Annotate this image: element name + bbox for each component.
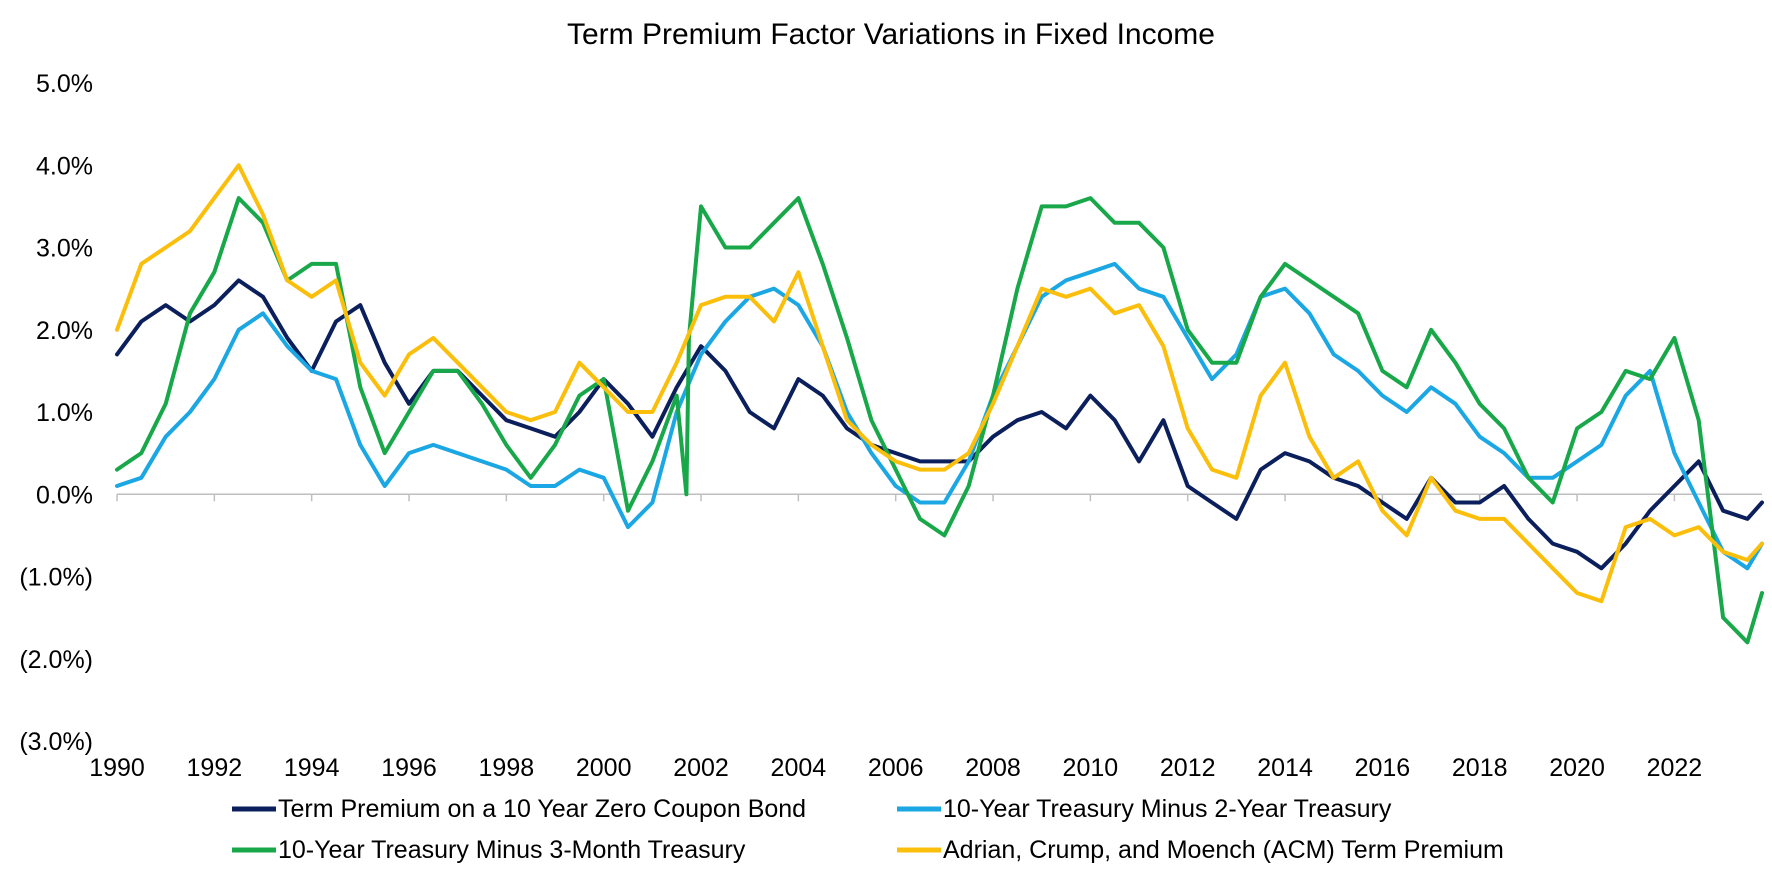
y-axis: 5.0% 4.0% 3.0% 2.0% 1.0% 0.0% (1.0%) (2.0%) (3.0… xyxy=(19,70,93,756)
x-axis: 1990 1992 1994 1996 1998 2000 2002 2004 2006 2008… xyxy=(89,493,1762,782)
x-tick-label: 2016 xyxy=(1355,754,1411,782)
x-tick-label: 1990 xyxy=(89,754,145,782)
y-tick-label: 1.0% xyxy=(36,399,93,427)
y-tick-label: (3.0%) xyxy=(19,728,93,756)
y-tick-label: 2.0% xyxy=(36,317,93,345)
x-tick-label: 2014 xyxy=(1257,754,1313,782)
x-tick-label: 2022 xyxy=(1647,754,1703,782)
x-tick-label: 2012 xyxy=(1160,754,1216,782)
x-tick-label: 1992 xyxy=(187,754,243,782)
plot-area xyxy=(115,163,1764,645)
series-line-2 xyxy=(115,261,1764,571)
y-tick-label: 3.0% xyxy=(36,235,93,263)
y-tick-label: (1.0%) xyxy=(19,564,93,592)
y-tick-label: 5.0% xyxy=(36,70,93,98)
x-tick-label: 2008 xyxy=(965,754,1021,782)
x-tick-label: 2010 xyxy=(1063,754,1119,782)
x-tick-label: 2006 xyxy=(868,754,924,782)
x-tick-label: 1994 xyxy=(284,754,340,782)
series-line-1 xyxy=(115,278,1764,571)
x-tick-label: 2004 xyxy=(771,754,827,782)
x-tick-label: 2018 xyxy=(1452,754,1508,782)
series-line-4 xyxy=(115,163,1764,604)
legend-label: 10-Year Treasury Minus 2-Year Treasury xyxy=(943,795,1392,823)
y-tick-label: 0.0% xyxy=(36,481,93,509)
series-line-3 xyxy=(115,196,1764,645)
x-tick-label: 2000 xyxy=(576,754,632,782)
x-tick-label: 1998 xyxy=(479,754,535,782)
x-tick-label: 2002 xyxy=(673,754,729,782)
chart-title: Term Premium Factor Variations in Fixed … xyxy=(567,18,1215,51)
x-tick-label: 1996 xyxy=(381,754,437,782)
x-tick-label: 2020 xyxy=(1549,754,1605,782)
y-tick-label: (2.0%) xyxy=(19,646,93,674)
legend-label: Adrian, Crump, and Moench (ACM) Term Pre… xyxy=(943,836,1504,864)
legend-label: Term Premium on a 10 Year Zero Coupon Bo… xyxy=(278,795,806,823)
legend-label: 10-Year Treasury Minus 3-Month Treasury xyxy=(278,836,746,864)
y-tick-label: 4.0% xyxy=(36,152,93,180)
legend: Term Premium on a 10 Year Zero Coupon Bo… xyxy=(232,795,1504,864)
